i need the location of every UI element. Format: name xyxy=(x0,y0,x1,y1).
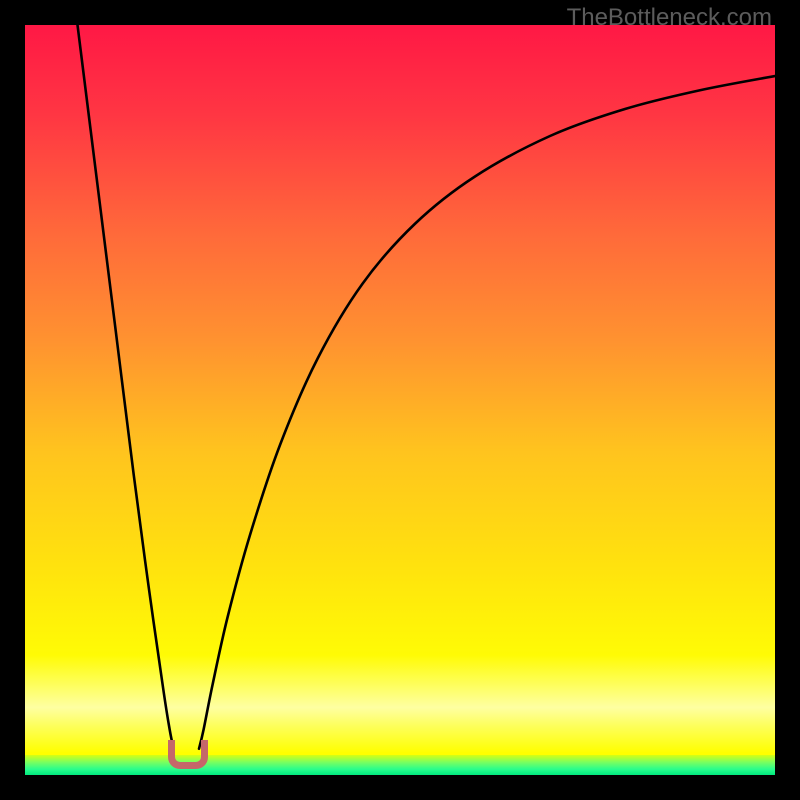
green-band xyxy=(25,755,775,775)
watermark-text: TheBottleneck.com xyxy=(567,4,772,32)
optimal-marker xyxy=(168,740,208,769)
bottleneck-chart xyxy=(25,25,775,775)
chart-background xyxy=(25,25,775,775)
